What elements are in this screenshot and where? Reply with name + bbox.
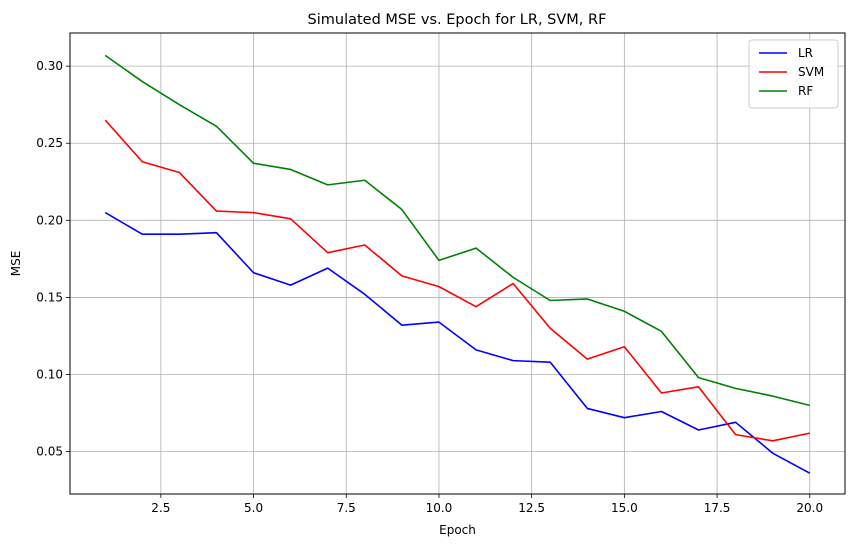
y-tick-label: 0.05	[36, 445, 63, 459]
legend-box	[748, 39, 839, 109]
x-axis-label: Epoch	[439, 523, 476, 537]
legend-label-rf: RF	[798, 84, 813, 98]
chart-title: Simulated MSE vs. Epoch for LR, SVM, RF	[308, 12, 607, 28]
x-axis: 2.5 5.0 7.5 10.0 12.5 15.0 17.5 20.0	[151, 494, 823, 515]
plot-frame	[69, 32, 846, 495]
x-tick-label: 5.0	[244, 501, 263, 515]
x-tick-label: 20.0	[796, 501, 823, 515]
y-tick-label: 0.10	[36, 368, 63, 382]
series-line-lr	[104, 211, 811, 474]
x-tick-label: 15.0	[611, 501, 638, 515]
y-tick-label: 0.30	[36, 59, 63, 73]
series-line-rf	[104, 54, 810, 407]
series-group	[104, 54, 811, 474]
x-tick-label: 2.5	[151, 501, 170, 515]
legend-label-svm: SVM	[798, 65, 824, 79]
y-axis-label: MSE	[9, 251, 23, 277]
x-tick-label: 10.0	[426, 501, 453, 515]
legend: LR SVM RF	[748, 39, 839, 109]
series-line-svm	[104, 119, 810, 442]
x-tick-label: 12.5	[518, 501, 545, 515]
y-tick-label: 0.15	[36, 290, 63, 304]
x-tick-label: 17.5	[704, 501, 731, 515]
y-tick-label: 0.25	[36, 136, 63, 150]
x-tick-label: 7.5	[337, 501, 356, 515]
grid	[70, 33, 845, 494]
legend-label-lr: LR	[798, 46, 813, 60]
y-axis: 0.05 0.10 0.15 0.20 0.25 0.30	[36, 59, 70, 459]
y-tick-label: 0.20	[36, 213, 63, 227]
